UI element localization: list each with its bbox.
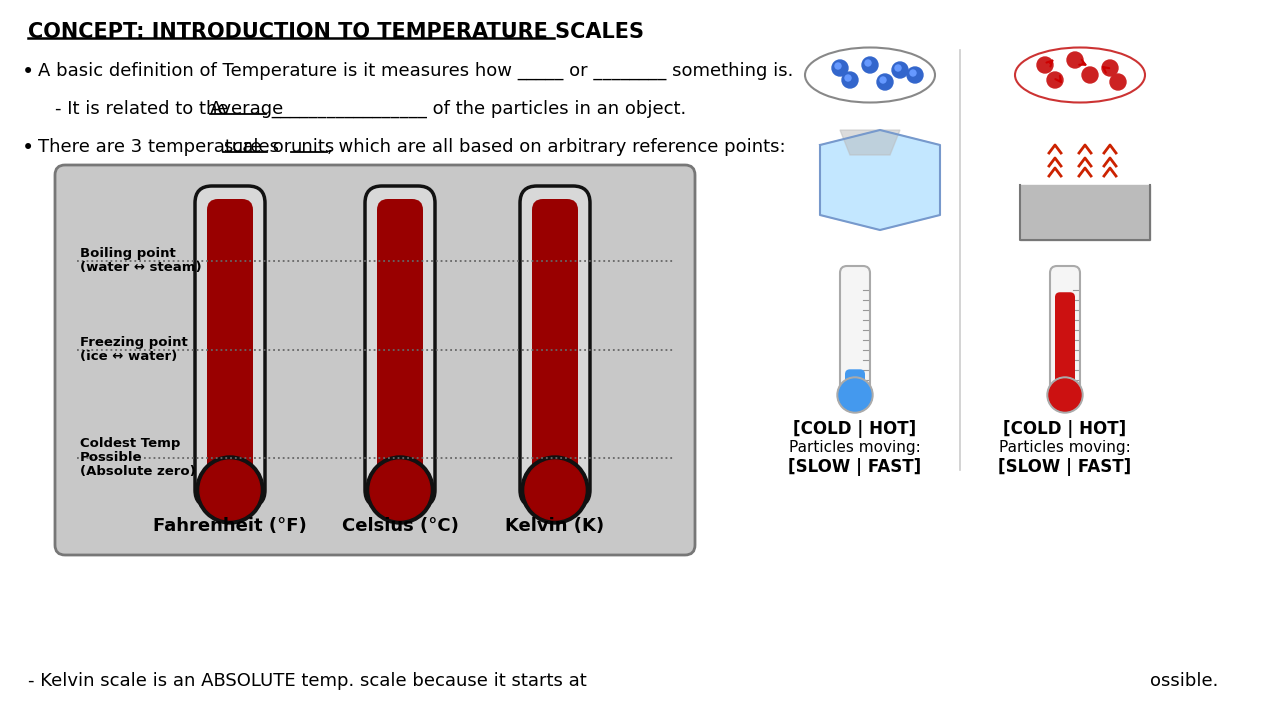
FancyBboxPatch shape	[365, 186, 435, 507]
Circle shape	[845, 75, 851, 81]
Text: •: •	[22, 62, 35, 82]
Circle shape	[1037, 57, 1053, 73]
Circle shape	[910, 70, 916, 76]
Text: A basic definition of Temperature is it measures how _____ or ________ something: A basic definition of Temperature is it …	[38, 62, 794, 80]
Circle shape	[835, 63, 841, 69]
Circle shape	[1082, 67, 1098, 83]
Text: (ice ↔ water): (ice ↔ water)	[79, 350, 177, 363]
Text: There are 3 temperature: There are 3 temperature	[38, 138, 268, 156]
Text: or: or	[268, 138, 297, 156]
FancyBboxPatch shape	[1050, 266, 1080, 402]
Text: Particles moving:: Particles moving:	[1000, 440, 1130, 455]
Circle shape	[881, 77, 886, 83]
Circle shape	[370, 460, 430, 520]
Text: CONCEPT: INTRODUCTION TO TEMPERATURE SCALES: CONCEPT: INTRODUCTION TO TEMPERATURE SCA…	[28, 22, 644, 42]
FancyBboxPatch shape	[520, 186, 590, 507]
Text: [SLOW | FAST]: [SLOW | FAST]	[788, 458, 922, 476]
Text: Particles moving:: Particles moving:	[790, 440, 920, 455]
Ellipse shape	[1015, 48, 1146, 102]
Circle shape	[1102, 60, 1117, 76]
FancyBboxPatch shape	[845, 369, 865, 407]
Circle shape	[842, 72, 858, 88]
Text: Possible: Possible	[79, 451, 142, 464]
Circle shape	[832, 60, 849, 76]
Text: [COLD | HOT]: [COLD | HOT]	[794, 420, 916, 438]
Circle shape	[200, 460, 260, 520]
Circle shape	[1110, 74, 1126, 90]
Text: ossible.: ossible.	[1149, 672, 1219, 690]
Circle shape	[196, 456, 264, 524]
Polygon shape	[1020, 185, 1149, 240]
Text: Fahrenheit (°F): Fahrenheit (°F)	[154, 517, 307, 535]
Text: Freezing point: Freezing point	[79, 336, 188, 349]
Circle shape	[1050, 379, 1082, 411]
Circle shape	[525, 460, 585, 520]
Polygon shape	[820, 130, 940, 230]
Circle shape	[1068, 52, 1083, 68]
Text: (Absolute zero): (Absolute zero)	[79, 465, 196, 478]
FancyBboxPatch shape	[1055, 292, 1075, 407]
Text: Boiling point: Boiling point	[79, 247, 175, 260]
Circle shape	[366, 456, 434, 524]
Text: - Kelvin scale is an ABSOLUTE temp. scale because it starts at: - Kelvin scale is an ABSOLUTE temp. scal…	[28, 672, 586, 690]
Circle shape	[877, 74, 893, 90]
Circle shape	[838, 379, 870, 411]
Text: [COLD | HOT]: [COLD | HOT]	[1004, 420, 1126, 438]
Text: units: units	[291, 138, 335, 156]
Circle shape	[1047, 377, 1083, 413]
Text: scales: scales	[223, 138, 279, 156]
Text: - It is related to the: - It is related to the	[55, 100, 234, 118]
FancyBboxPatch shape	[195, 186, 265, 507]
FancyBboxPatch shape	[207, 199, 253, 498]
Text: Coldest Temp: Coldest Temp	[79, 437, 180, 450]
FancyBboxPatch shape	[55, 165, 695, 555]
Circle shape	[892, 62, 908, 78]
Text: , which are all based on arbitrary reference points:: , which are all based on arbitrary refer…	[326, 138, 786, 156]
Polygon shape	[840, 130, 900, 155]
Text: Average: Average	[210, 100, 284, 118]
Text: Celsius (°C): Celsius (°C)	[342, 517, 458, 535]
Text: Kelvin (K): Kelvin (K)	[506, 517, 604, 535]
Circle shape	[521, 456, 589, 524]
Ellipse shape	[805, 48, 934, 102]
Text: _________________ of the particles in an object.: _________________ of the particles in an…	[266, 100, 686, 118]
Circle shape	[908, 67, 923, 83]
Circle shape	[861, 57, 878, 73]
Circle shape	[895, 65, 901, 71]
Circle shape	[865, 60, 870, 66]
Circle shape	[837, 377, 873, 413]
FancyBboxPatch shape	[532, 199, 579, 498]
FancyBboxPatch shape	[378, 199, 422, 498]
Text: •: •	[22, 138, 35, 158]
Text: [SLOW | FAST]: [SLOW | FAST]	[998, 458, 1132, 476]
Circle shape	[1047, 72, 1062, 88]
FancyBboxPatch shape	[840, 266, 870, 402]
Text: (water ↔ steam): (water ↔ steam)	[79, 261, 202, 274]
